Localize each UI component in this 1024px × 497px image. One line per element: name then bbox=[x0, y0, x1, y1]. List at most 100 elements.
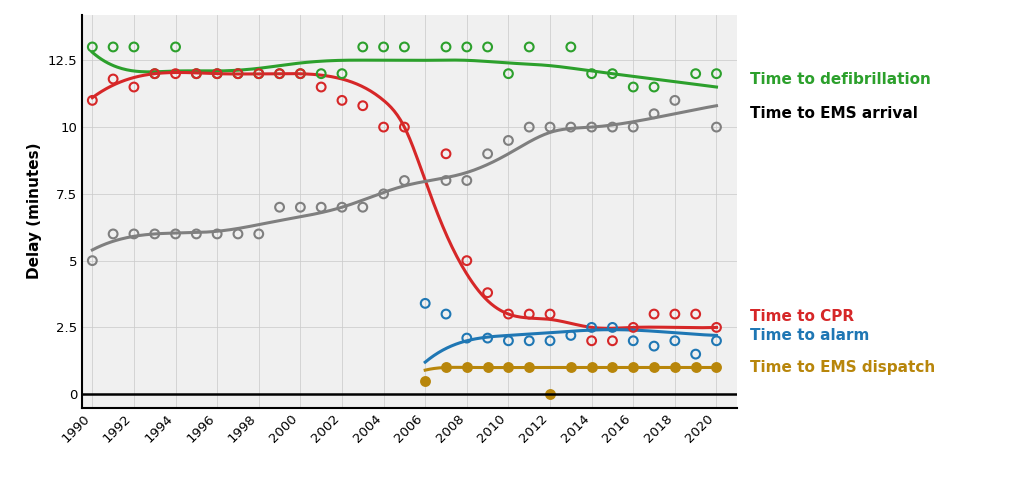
Point bbox=[126, 43, 142, 51]
Point bbox=[562, 123, 579, 131]
Point bbox=[334, 70, 350, 78]
Point bbox=[459, 363, 475, 371]
Point bbox=[667, 96, 683, 104]
Point bbox=[625, 83, 641, 91]
Point bbox=[167, 70, 183, 78]
Point bbox=[625, 363, 641, 371]
Point bbox=[146, 70, 163, 78]
Point bbox=[646, 310, 663, 318]
Point bbox=[479, 43, 496, 51]
Point bbox=[84, 96, 100, 104]
Point bbox=[501, 137, 517, 145]
Point bbox=[709, 70, 725, 78]
Point bbox=[562, 331, 579, 339]
Text: Time to CPR: Time to CPR bbox=[751, 309, 854, 324]
Point bbox=[229, 70, 246, 78]
Point bbox=[542, 390, 558, 398]
Point bbox=[376, 123, 392, 131]
Point bbox=[646, 83, 663, 91]
Point bbox=[146, 70, 163, 78]
Point bbox=[521, 123, 538, 131]
Point bbox=[687, 363, 703, 371]
Point bbox=[229, 70, 246, 78]
Point bbox=[292, 203, 308, 211]
Point bbox=[251, 70, 267, 78]
Point bbox=[584, 324, 600, 331]
Point bbox=[604, 363, 621, 371]
Text: Time to EMS arrival: Time to EMS arrival bbox=[751, 106, 919, 121]
Point bbox=[271, 203, 288, 211]
Point bbox=[396, 176, 413, 184]
Point bbox=[209, 70, 225, 78]
Point bbox=[459, 256, 475, 264]
Y-axis label: Delay (minutes): Delay (minutes) bbox=[27, 143, 42, 279]
Point bbox=[501, 70, 517, 78]
Point bbox=[251, 70, 267, 78]
Point bbox=[709, 324, 725, 331]
Point bbox=[376, 43, 392, 51]
Point bbox=[687, 350, 703, 358]
Point bbox=[709, 363, 725, 371]
Point bbox=[188, 230, 205, 238]
Point bbox=[687, 70, 703, 78]
Point bbox=[562, 363, 579, 371]
Point bbox=[625, 123, 641, 131]
Point bbox=[584, 363, 600, 371]
Point bbox=[209, 70, 225, 78]
Point bbox=[188, 70, 205, 78]
Point bbox=[438, 363, 455, 371]
Point bbox=[313, 83, 330, 91]
Point bbox=[438, 310, 455, 318]
Point bbox=[584, 123, 600, 131]
Text: Time to alarm: Time to alarm bbox=[751, 328, 869, 343]
Point bbox=[521, 310, 538, 318]
Point bbox=[334, 203, 350, 211]
Point bbox=[126, 230, 142, 238]
Point bbox=[542, 123, 558, 131]
Point bbox=[646, 363, 663, 371]
Point bbox=[604, 70, 621, 78]
Point bbox=[251, 230, 267, 238]
Point bbox=[104, 43, 121, 51]
Point bbox=[376, 190, 392, 198]
Point bbox=[709, 123, 725, 131]
Point bbox=[292, 70, 308, 78]
Point bbox=[313, 203, 330, 211]
Point bbox=[417, 377, 433, 385]
Point bbox=[292, 70, 308, 78]
Point bbox=[646, 110, 663, 118]
Point bbox=[709, 337, 725, 345]
Point bbox=[459, 176, 475, 184]
Point bbox=[396, 43, 413, 51]
Point bbox=[501, 310, 517, 318]
Point bbox=[417, 299, 433, 307]
Point bbox=[501, 363, 517, 371]
Text: Time to EMS dispatch: Time to EMS dispatch bbox=[751, 360, 936, 375]
Point bbox=[126, 83, 142, 91]
Point bbox=[687, 310, 703, 318]
Point bbox=[229, 230, 246, 238]
Point bbox=[584, 70, 600, 78]
Point bbox=[354, 43, 371, 51]
Point bbox=[84, 256, 100, 264]
Point bbox=[188, 70, 205, 78]
Point bbox=[542, 310, 558, 318]
Point bbox=[604, 337, 621, 345]
Point bbox=[521, 337, 538, 345]
Point bbox=[479, 363, 496, 371]
Point bbox=[667, 363, 683, 371]
Point bbox=[354, 203, 371, 211]
Point bbox=[271, 70, 288, 78]
Point bbox=[396, 123, 413, 131]
Point bbox=[84, 43, 100, 51]
Point bbox=[667, 337, 683, 345]
Point bbox=[584, 337, 600, 345]
Point bbox=[521, 43, 538, 51]
Text: Time to defibrillation: Time to defibrillation bbox=[751, 72, 931, 86]
Point bbox=[521, 363, 538, 371]
Point bbox=[604, 123, 621, 131]
Point bbox=[167, 230, 183, 238]
Point bbox=[104, 230, 121, 238]
Point bbox=[334, 96, 350, 104]
Point bbox=[501, 337, 517, 345]
